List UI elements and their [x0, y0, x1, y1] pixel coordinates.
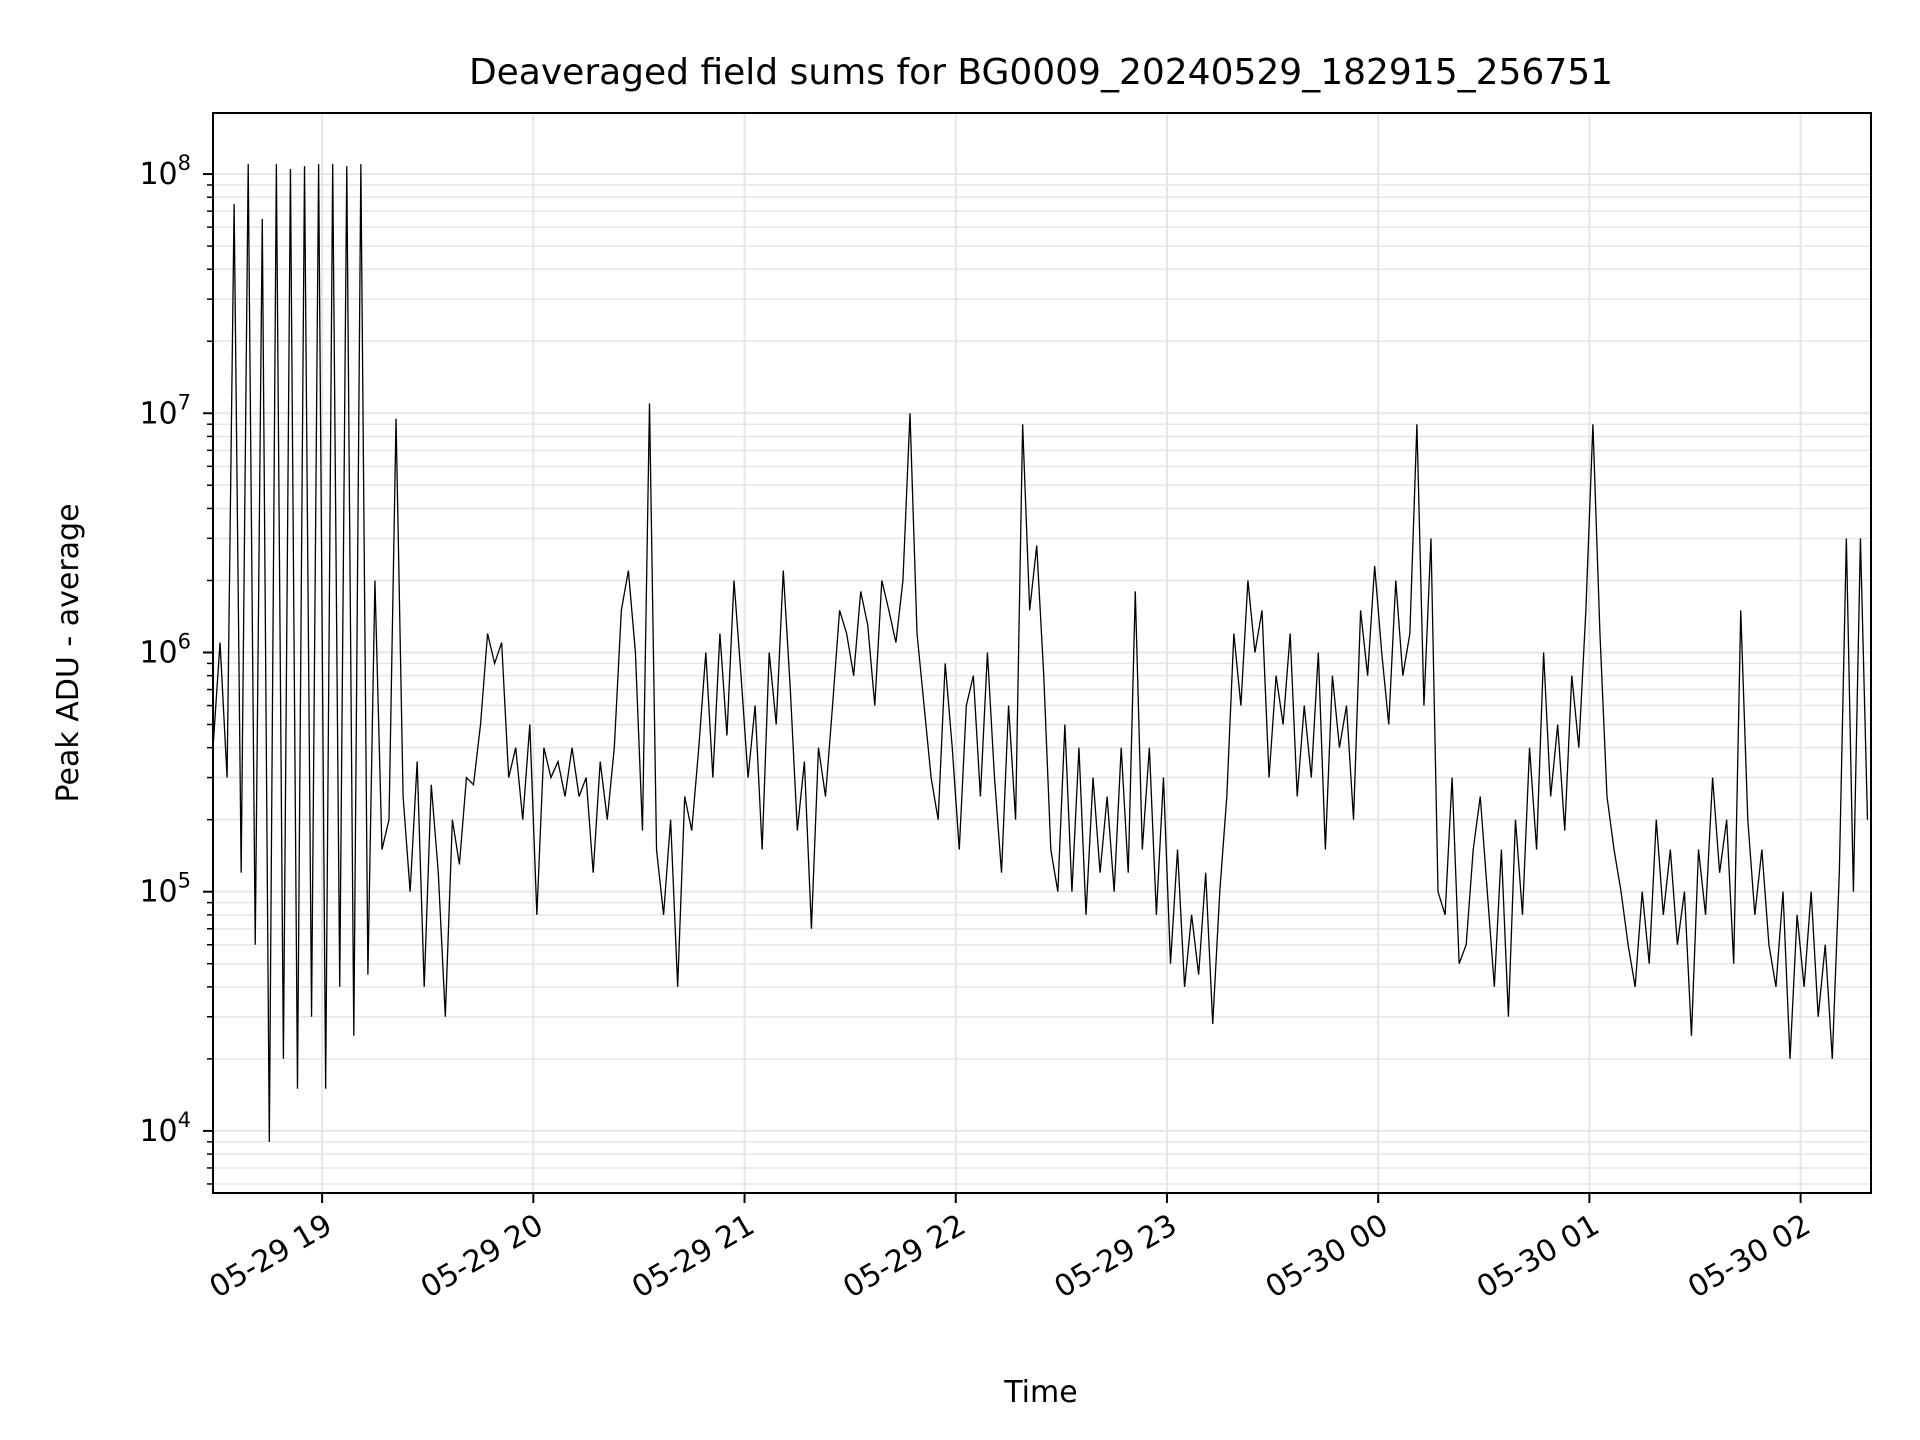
y-tick-label-exponent: 8	[178, 151, 191, 175]
y-tick-label-base: 10	[139, 396, 177, 431]
grid	[213, 113, 1871, 1193]
y-tick-label-exponent: 4	[178, 1108, 191, 1132]
y-tick-label-exponent: 6	[178, 629, 191, 653]
y-tick-label: 108	[139, 151, 191, 192]
x-axis-label: Time	[1003, 1375, 1077, 1410]
series-line	[212, 164, 1869, 1142]
y-axis-label: Peak ADU - average	[51, 503, 86, 802]
y-tick-label-exponent: 5	[178, 869, 191, 893]
y-tick-label-base: 10	[139, 1114, 177, 1149]
y-tick-label: 106	[139, 629, 191, 670]
y-tick-label-exponent: 7	[178, 390, 191, 414]
y-tick-label: 105	[139, 869, 191, 910]
chart-title: Deaveraged field sums for BG0009_2024052…	[469, 52, 1613, 93]
y-tick-label: 107	[139, 390, 191, 431]
y-tick-label-base: 10	[139, 875, 177, 910]
data-series-line	[212, 164, 1869, 1142]
y-tick-label: 104	[139, 1108, 191, 1149]
y-tick-label-base: 10	[139, 635, 177, 670]
y-tick-label-base: 10	[139, 157, 177, 192]
